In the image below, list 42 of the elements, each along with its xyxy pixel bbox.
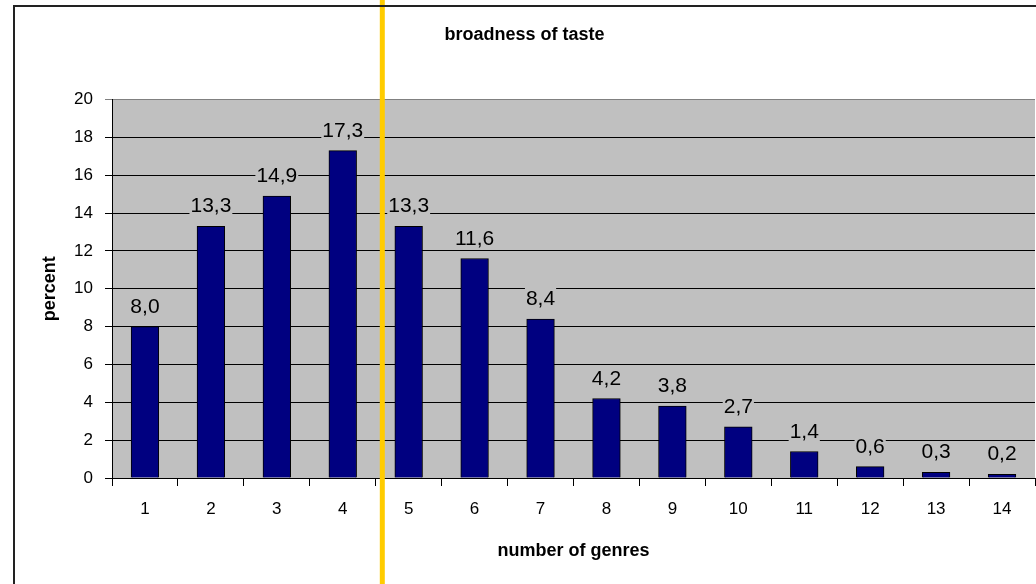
y-tick-label: 4 [83, 392, 93, 412]
data-label: 13,3 [190, 193, 232, 217]
y-tick-label: 20 [74, 89, 93, 109]
x-tick-label: 9 [667, 498, 678, 518]
y-tick-label: 6 [83, 354, 93, 374]
y-axis-title: percent [38, 256, 59, 322]
data-label: 11,6 [454, 225, 495, 249]
data-label: 3,8 [657, 373, 687, 397]
chart-title: broadness of taste [444, 23, 605, 44]
data-label: 1,4 [789, 418, 820, 442]
x-tick-label: 7 [535, 498, 546, 518]
data-label: 0,3 [921, 439, 951, 463]
x-axis-title: number of genres [497, 540, 650, 561]
data-label: 17,3 [322, 117, 364, 141]
x-tick-label: 13 [926, 498, 946, 518]
data-label: 13,3 [388, 193, 430, 217]
y-tick-label: 8 [83, 316, 93, 336]
y-tick-label: 10 [74, 278, 93, 298]
y-tick-label: 12 [74, 240, 93, 260]
x-tick-label: 10 [728, 498, 748, 518]
data-label: 2,7 [723, 393, 753, 417]
data-label: 0,6 [855, 433, 885, 457]
x-tick-label: 11 [795, 498, 814, 518]
x-tick-label: 5 [403, 498, 414, 518]
y-tick-label: 18 [74, 127, 93, 147]
y-tick-label: 0 [83, 467, 93, 487]
y-tick-label: 16 [74, 164, 93, 184]
x-tick-label: 1 [140, 498, 150, 518]
data-label: 0,2 [987, 441, 1017, 465]
x-tick-label: 3 [272, 498, 282, 518]
x-tick-label: 4 [338, 498, 348, 518]
data-label: 8,0 [130, 293, 160, 317]
x-tick-label: 2 [206, 498, 216, 518]
data-label: 8,4 [525, 286, 556, 310]
data-label: 14,9 [256, 163, 298, 187]
x-tick-label: 8 [601, 498, 612, 518]
data-label: 4,2 [591, 365, 622, 389]
y-tick-label: 14 [74, 202, 93, 222]
x-tick-label: 12 [860, 498, 880, 518]
x-tick-label: 14 [992, 498, 1012, 518]
y-tick-label: 2 [83, 429, 93, 449]
x-tick-label: 6 [469, 498, 480, 518]
